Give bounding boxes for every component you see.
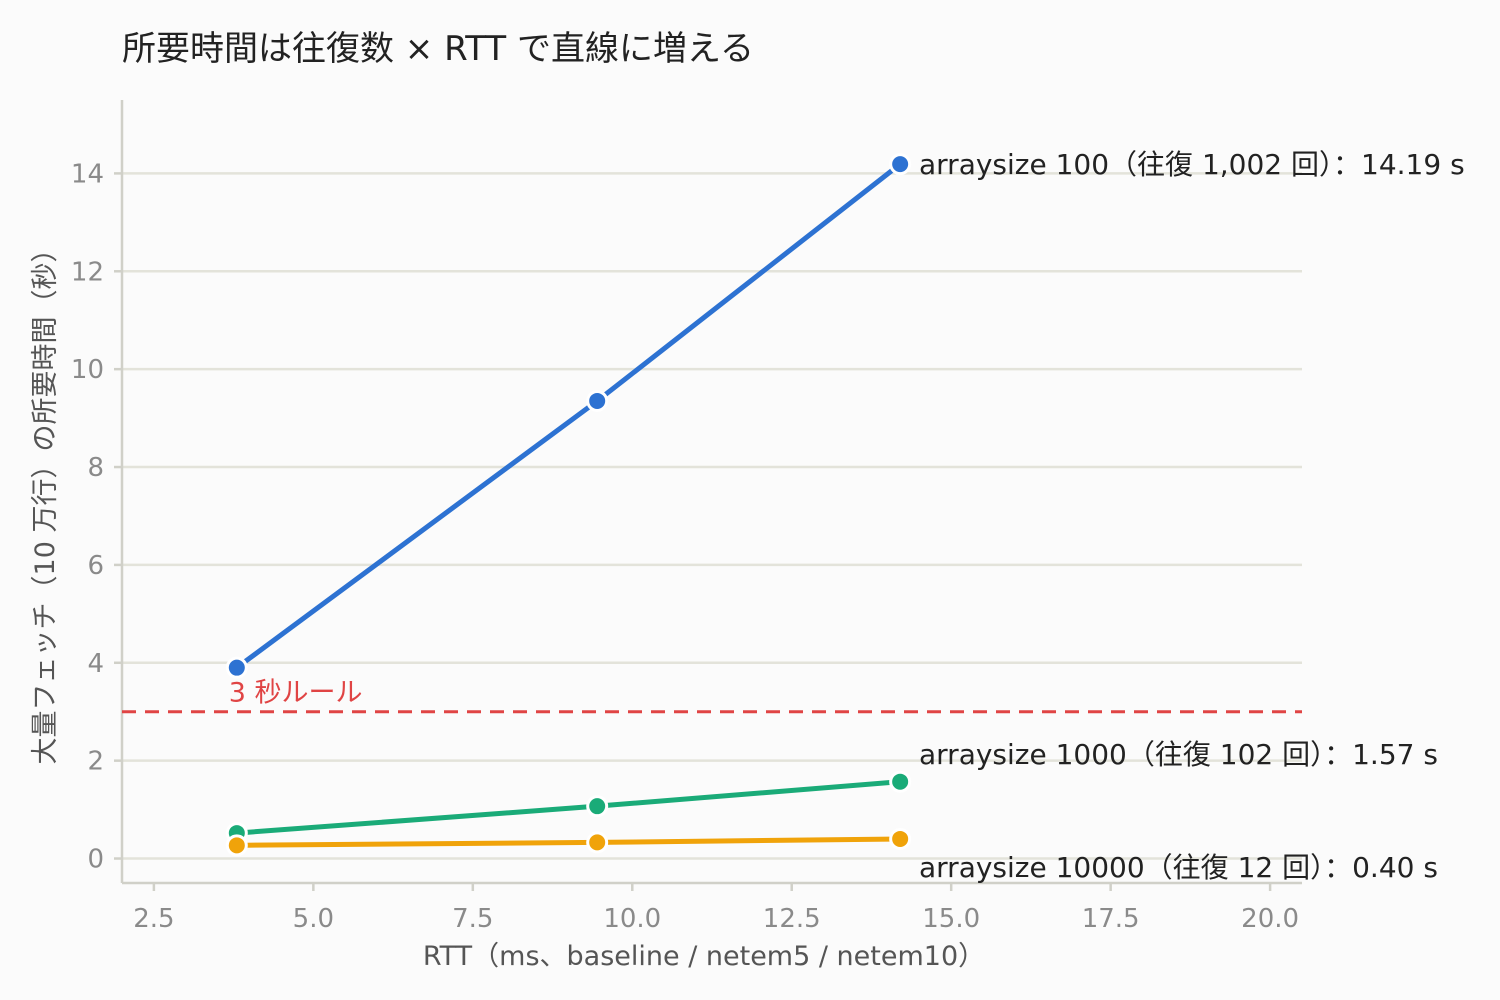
x-tick-label: 10.0 — [603, 904, 661, 934]
x-tick-label: 7.5 — [452, 904, 493, 934]
data-point — [586, 831, 609, 854]
chart-title: 所要時間は往復数 × RTT で直線に増える — [122, 29, 754, 69]
series-annotation-2: arraysize 1000（往復 102 回）：1.57 s — [919, 738, 1438, 771]
series-group — [225, 153, 912, 857]
y-tick-label: 2 — [87, 747, 104, 777]
data-point — [225, 834, 248, 857]
y-tick-label: 10 — [71, 355, 104, 385]
y-tick-label: 0 — [87, 845, 104, 875]
x-tick-label: 2.5 — [133, 904, 174, 934]
series-annotation-1: arraysize 100（往復 1,002 回）：14.19 s — [919, 148, 1465, 181]
reference-line-label: 3 秒ルール — [229, 678, 363, 709]
series-annotation-3: arraysize 10000（往復 12 回）：0.40 s — [919, 851, 1438, 884]
data-point — [889, 827, 912, 850]
y-tick-label: 8 — [87, 453, 104, 483]
data-point — [586, 389, 609, 412]
y-tick-label: 12 — [71, 257, 104, 287]
x-tick-label: 12.5 — [763, 904, 821, 934]
y-axis-label: 大量フェッチ（10 万行）の所要時間（秒） — [30, 236, 61, 765]
grid-lines — [122, 172, 1302, 860]
data-point — [889, 153, 912, 176]
x-tick-label: 20.0 — [1241, 904, 1299, 934]
axes: 0 2 4 6 8 10 12 14 2.5 5.0 7.5 10.0 12.5 15.0 17.5 20.0 — [71, 100, 1302, 934]
annotations: arraysize 100（往復 1,002 回）：14.19 s arraysi… — [919, 148, 1465, 884]
series-line-3 — [234, 836, 903, 848]
series-line-2 — [234, 779, 903, 836]
series-line-1 — [234, 161, 903, 671]
y-tick-label: 6 — [87, 551, 104, 581]
y-tick-label: 14 — [71, 159, 104, 189]
data-point — [586, 795, 609, 818]
x-axis-label: RTT（ms、baseline / netem5 / netem10） — [423, 941, 985, 972]
data-point — [225, 656, 248, 679]
reference-line-group: 3 秒ルール — [122, 678, 1302, 714]
x-tick-label: 5.0 — [293, 904, 334, 934]
x-tick-label: 15.0 — [922, 904, 980, 934]
y-tick-label: 4 — [87, 649, 104, 679]
x-tick-label: 17.5 — [1082, 904, 1140, 934]
data-point — [889, 770, 912, 793]
